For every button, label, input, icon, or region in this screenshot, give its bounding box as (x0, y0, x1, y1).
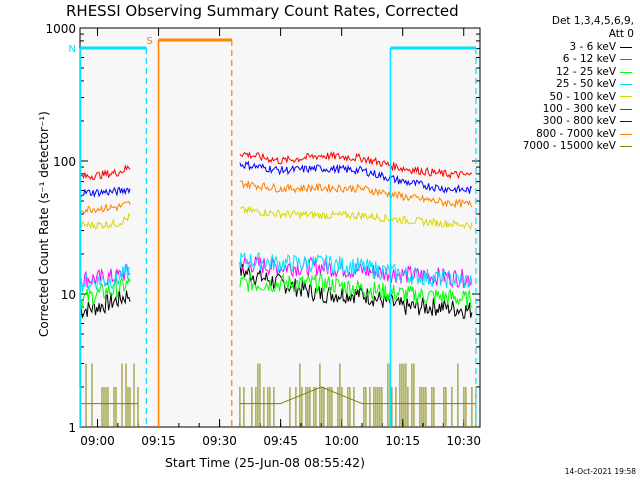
legend: 3 - 6 keV 6 - 12 keV 12 - 25 keV 25 - 50 ke… (523, 41, 632, 153)
x-tick-label: 09:45 (263, 434, 298, 448)
legend-label: 6 - 12 keV (562, 53, 616, 66)
legend-swatch (620, 96, 632, 98)
series-line (79, 186, 131, 198)
x-tick-label: 10:00 (324, 434, 359, 448)
legend-entry: 50 - 100 keV (523, 91, 632, 103)
series-line (239, 262, 473, 319)
y-tick-label: 1000 (45, 22, 76, 36)
legend-header-line-1: Det 1,3,4,5,6,9, (551, 15, 634, 27)
series-line (79, 200, 131, 214)
series-line (79, 212, 131, 230)
series-line (239, 150, 473, 180)
x-tick-label: 09:15 (141, 434, 176, 448)
legend-swatch (620, 59, 632, 61)
legend-entry: 7000 - 15000 keV (523, 140, 632, 152)
x-tick-labels: 09:00 09:15 09:30 09:45 10:00 10:15 10:30 (80, 434, 481, 448)
legend-swatch (620, 133, 632, 135)
legend-label: 300 - 800 keV (542, 115, 616, 128)
series-line (239, 205, 473, 231)
legend-entry: 800 - 7000 keV (523, 128, 632, 140)
x-tick-label: 09:30 (202, 434, 237, 448)
data-series (79, 150, 477, 427)
x-tick-label: 09:00 (80, 434, 115, 448)
y-tick-label: 1 (68, 421, 76, 435)
chart-title: RHESSI Observing Summary Count Rates, Co… (66, 2, 459, 20)
legend-label: 3 - 6 keV (569, 41, 616, 53)
x-tick-label: 10:30 (446, 434, 481, 448)
legend-entry: 12 - 25 keV (523, 66, 632, 78)
series-line (239, 386, 476, 405)
x-tick-label: 10:15 (385, 434, 420, 448)
y-tick-label: 10 (61, 288, 76, 302)
legend-entry: 100 - 300 keV (523, 103, 632, 115)
flag-label: N (68, 44, 75, 55)
legend-swatch (620, 108, 632, 110)
series-line (239, 273, 473, 309)
legend-label: 100 - 300 keV (542, 103, 616, 116)
series-line (79, 290, 131, 320)
series-line (239, 180, 473, 209)
legend-entry: 6 - 12 keV (523, 53, 632, 65)
footer-timestamp: 14-Oct-2021 19:58 (564, 467, 636, 476)
plot-area-frame (79, 27, 481, 428)
flag-label: S (147, 36, 153, 47)
legend-swatch (620, 71, 632, 73)
legend-header: Det 1,3,4,5,6,9, Att 0 (552, 15, 634, 41)
legend-entry: 3 - 6 keV (523, 41, 632, 53)
y-tick-label: 100 (53, 155, 76, 169)
legend-swatch (620, 46, 632, 48)
series-line (79, 164, 131, 181)
legend-label: 50 - 100 keV (549, 90, 616, 103)
series-line (79, 264, 131, 293)
legend-entry: 25 - 50 keV (523, 78, 632, 90)
legend-label: 800 - 7000 keV (536, 127, 616, 140)
y-tick-labels: 1 10 100 1000 (45, 22, 76, 435)
legend-swatch (620, 145, 632, 147)
legend-entry: 300 - 800 keV (523, 115, 632, 127)
flag-markers: SN (68, 36, 477, 427)
legend-swatch (620, 121, 632, 123)
y-axis-label: Corrected Count Rate (s⁻¹ detector⁻¹) (37, 111, 51, 337)
x-axis-label: Start Time (25-Jun-08 08:55:42) (165, 455, 365, 470)
series-line (239, 160, 473, 194)
legend-header-line-2: Att 0 (608, 28, 634, 40)
series-line (239, 251, 473, 289)
legend-label: 25 - 50 keV (556, 78, 616, 91)
legend-label: 12 - 25 keV (556, 65, 616, 78)
legend-label: 7000 - 15000 keV (522, 140, 616, 153)
legend-swatch (620, 83, 632, 85)
